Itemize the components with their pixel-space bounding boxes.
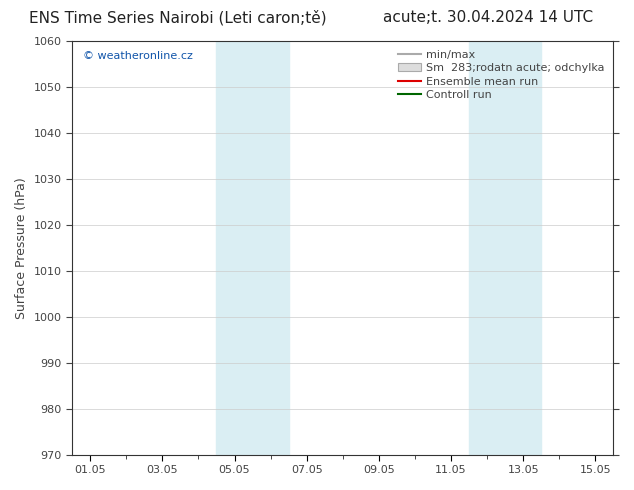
Y-axis label: Surface Pressure (hPa): Surface Pressure (hPa) (15, 177, 28, 318)
Text: ENS Time Series Nairobi (Leti caron;tě): ENS Time Series Nairobi (Leti caron;tě) (29, 10, 327, 25)
Legend: min/max, Sm  283;rodatn acute; odchylka, Ensemble mean run, Controll run: min/max, Sm 283;rodatn acute; odchylka, … (395, 47, 608, 103)
Text: © weatheronline.cz: © weatheronline.cz (83, 51, 193, 61)
Bar (469, 41, 541, 455)
Bar (216, 41, 288, 455)
Text: acute;t. 30.04.2024 14 UTC: acute;t. 30.04.2024 14 UTC (383, 10, 593, 25)
